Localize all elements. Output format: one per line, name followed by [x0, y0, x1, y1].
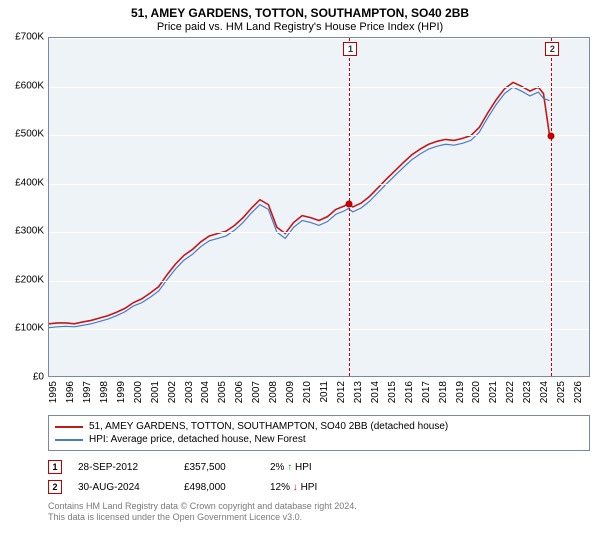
legend-swatch [55, 439, 83, 441]
ytick-label: £600K [15, 80, 44, 91]
sales-pct-value: 12% [270, 482, 293, 493]
gridline-h [49, 232, 589, 233]
xtick-label: 2004 [200, 381, 211, 403]
sales-pct: 12% ↓ HPI [270, 482, 380, 493]
legend-label: HPI: Average price, detached house, New … [89, 434, 306, 445]
xtick-label: 2012 [336, 381, 347, 403]
gridline-h [49, 38, 589, 39]
xtick-label: 2023 [522, 381, 533, 403]
gridline-h [49, 378, 589, 379]
footer-attribution: Contains HM Land Registry data © Crown c… [48, 501, 590, 524]
sale-marker-box: 1 [343, 42, 357, 56]
ytick-label: £100K [15, 323, 44, 334]
line-series-svg [49, 38, 589, 376]
xtick-label: 2019 [455, 381, 466, 403]
xtick-label: 2007 [251, 381, 262, 403]
xtick-label: 2013 [353, 381, 364, 403]
ytick-label: £0 [33, 372, 44, 383]
xtick-label: 2025 [556, 381, 567, 403]
sale-dot [346, 201, 353, 208]
sales-pct-value: 2% [270, 462, 287, 473]
sales-date: 28-SEP-2012 [78, 462, 168, 473]
sale-marker-box: 2 [545, 42, 559, 56]
xtick-label: 2024 [539, 381, 550, 403]
ytick-label: £700K [15, 32, 44, 43]
plot-background: 12 [48, 37, 590, 377]
xtick-label: 2005 [217, 381, 228, 403]
series-hpi [49, 87, 550, 327]
xtick-label: 1996 [65, 381, 76, 403]
xtick-label: 2011 [319, 381, 330, 403]
xtick-label: 2003 [184, 381, 195, 403]
chart-container: 51, AMEY GARDENS, TOTTON, SOUTHAMPTON, S… [0, 0, 600, 560]
sales-row: 2 30-AUG-2024 £498,000 12% ↓ HPI [48, 477, 590, 497]
xtick-label: 2008 [268, 381, 279, 403]
legend-swatch [55, 426, 83, 428]
xtick-label: 2001 [150, 381, 161, 403]
ytick-label: £300K [15, 226, 44, 237]
xtick-label: 2018 [438, 381, 449, 403]
legend-box: 51, AMEY GARDENS, TOTTON, SOUTHAMPTON, S… [48, 415, 590, 451]
sale-vline [551, 38, 552, 376]
xtick-label: 2009 [285, 381, 296, 403]
sales-pct-suffix: HPI [298, 482, 317, 493]
gridline-h [49, 87, 589, 88]
chart-subtitle: Price paid vs. HM Land Registry's House … [0, 20, 600, 37]
sales-pct: 2% ↑ HPI [270, 462, 380, 473]
sales-table: 1 28-SEP-2012 £357,500 2% ↑ HPI 2 30-AUG-2024… [48, 457, 590, 497]
xtick-label: 2002 [167, 381, 178, 403]
sales-price: £498,000 [184, 482, 254, 493]
xtick-label: 2006 [234, 381, 245, 403]
xtick-label: 1999 [116, 381, 127, 403]
footer-line-1: Contains HM Land Registry data © Crown c… [48, 501, 590, 512]
gridline-h [49, 184, 589, 185]
ytick-label: £400K [15, 177, 44, 188]
ytick-label: £500K [15, 129, 44, 140]
xtick-label: 2015 [387, 381, 398, 403]
chart-plot-area: 12 £0£100K£200K£300K£400K£500K£600K£700K… [48, 37, 590, 377]
sales-marker: 1 [48, 460, 62, 474]
xtick-label: 1998 [99, 381, 110, 403]
sales-date: 30-AUG-2024 [78, 482, 168, 493]
xtick-label: 2014 [370, 381, 381, 403]
xtick-label: 2020 [471, 381, 482, 403]
sale-dot [548, 133, 555, 140]
xtick-label: 2010 [302, 381, 313, 403]
sales-pct-suffix: HPI [292, 462, 311, 473]
xtick-label: 1997 [82, 381, 93, 403]
legend-label: 51, AMEY GARDENS, TOTTON, SOUTHAMPTON, S… [89, 421, 448, 432]
xtick-label: 2026 [573, 381, 584, 403]
footer-line-2: This data is licensed under the Open Gov… [48, 512, 590, 523]
gridline-h [49, 135, 589, 136]
legend-row: HPI: Average price, detached house, New … [55, 433, 583, 446]
series-property [49, 82, 550, 323]
sales-price: £357,500 [184, 462, 254, 473]
sales-row: 1 28-SEP-2012 £357,500 2% ↑ HPI [48, 457, 590, 477]
xtick-label: 2017 [421, 381, 432, 403]
sales-marker: 2 [48, 480, 62, 494]
xtick-label: 2000 [133, 381, 144, 403]
legend-row: 51, AMEY GARDENS, TOTTON, SOUTHAMPTON, S… [55, 420, 583, 433]
xtick-label: 2022 [505, 381, 516, 403]
chart-title: 51, AMEY GARDENS, TOTTON, SOUTHAMPTON, S… [0, 0, 600, 20]
xtick-label: 1995 [48, 381, 59, 403]
xtick-label: 2016 [404, 381, 415, 403]
ytick-label: £200K [15, 274, 44, 285]
xtick-label: 2021 [488, 381, 499, 403]
gridline-h [49, 329, 589, 330]
gridline-h [49, 281, 589, 282]
